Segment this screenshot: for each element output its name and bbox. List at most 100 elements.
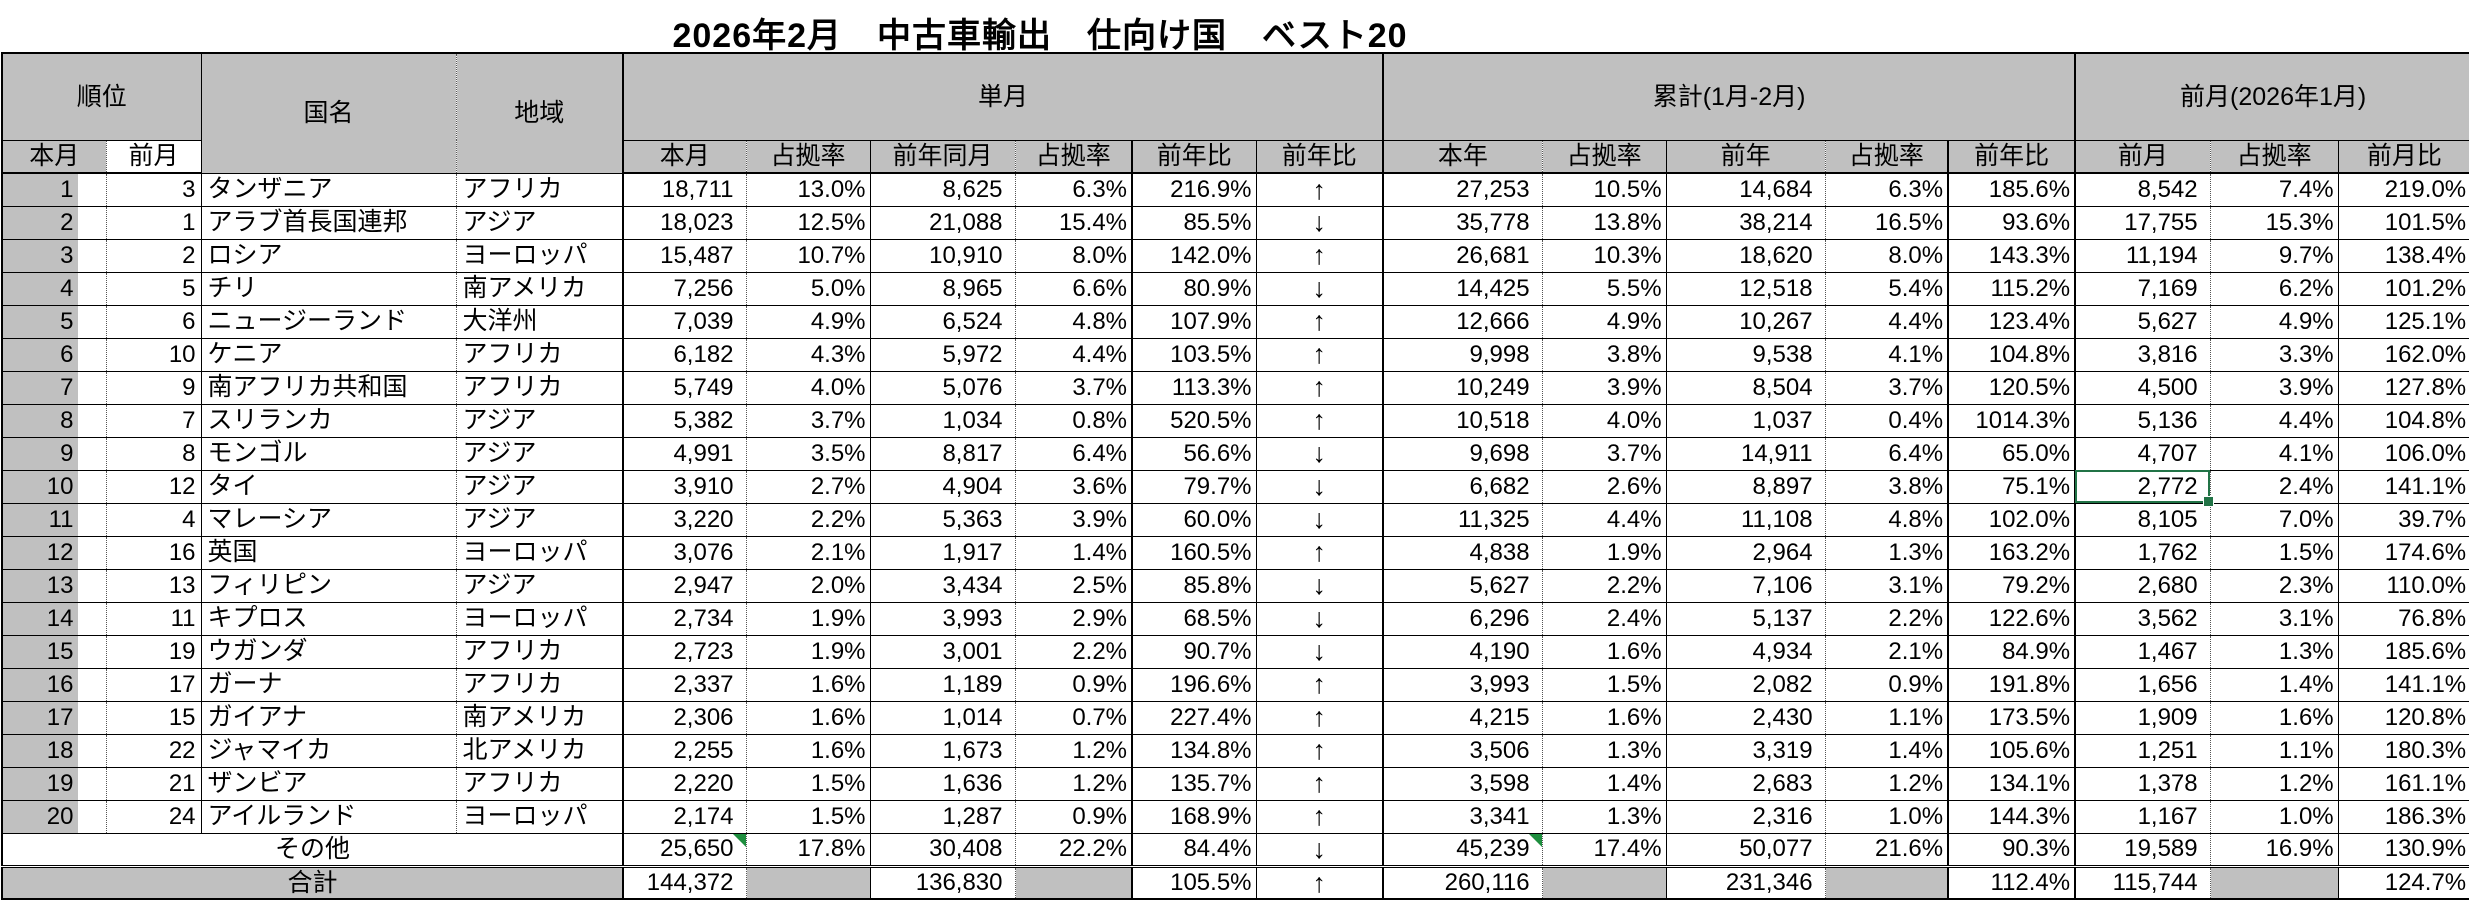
- cell-prev-month-value[interactable]: 11,194: [2075, 239, 2211, 273]
- cell-month-prev-year[interactable]: 5,972: [870, 338, 1016, 372]
- cell-month-prev-share[interactable]: 0.9%: [1015, 668, 1134, 702]
- cell-month-share[interactable]: 12.5%: [746, 206, 871, 240]
- cell-month-prev-share[interactable]: 22.2%: [1015, 833, 1134, 867]
- cell-month-value[interactable]: 18,023: [623, 206, 747, 240]
- cell-rank-this-month[interactable]: 9: [2, 437, 107, 471]
- cell-prev-month-mom[interactable]: 162.0%: [2338, 338, 2469, 372]
- cell-region[interactable]: 南アメリカ: [456, 701, 625, 735]
- cell-month-share[interactable]: 2.1%: [746, 536, 871, 570]
- cell-rank-this-month[interactable]: 15: [2, 635, 107, 669]
- cell-yoy-arrow-icon[interactable]: ↑: [1256, 239, 1385, 273]
- cell-cum-yoy[interactable]: 143.3%: [1948, 239, 2077, 273]
- cell-month-share[interactable]: 3.5%: [746, 437, 871, 471]
- cell-rank-this-month[interactable]: 19: [2, 767, 107, 801]
- cell-prev-month-share[interactable]: 7.0%: [2210, 503, 2339, 537]
- cell-region[interactable]: アジア: [456, 206, 625, 240]
- cell-cum-share[interactable]: 1.3%: [1542, 734, 1667, 768]
- cell-month-share[interactable]: 5.0%: [746, 272, 871, 306]
- cell-cum-this-year[interactable]: 4,838: [1383, 536, 1543, 570]
- cell-yoy-arrow-icon[interactable]: ↓: [1256, 833, 1385, 867]
- cell-rank-this-month[interactable]: 1: [2, 173, 107, 207]
- cell-cum-share[interactable]: 10.5%: [1542, 173, 1667, 207]
- cell-cum-this-year[interactable]: 11,325: [1383, 503, 1543, 537]
- cell-cum-yoy[interactable]: 75.1%: [1948, 470, 2077, 504]
- cell-country-name[interactable]: 英国: [201, 536, 457, 570]
- cell-month-share[interactable]: 3.7%: [746, 404, 871, 438]
- cell-cum-prev-year[interactable]: 8,504: [1666, 371, 1826, 405]
- cell-cum-prev-share[interactable]: 0.9%: [1825, 668, 1950, 702]
- cell-prev-month-value[interactable]: 3,816: [2075, 338, 2211, 372]
- cell-prev-month-mom[interactable]: 101.2%: [2338, 272, 2469, 306]
- cell-country-name[interactable]: マレーシア: [201, 503, 457, 537]
- cell-rank-this-month[interactable]: 14: [2, 602, 107, 636]
- cell-rank-prev-month[interactable]: 15: [106, 701, 202, 735]
- cell-cum-share[interactable]: 4.4%: [1542, 503, 1667, 537]
- cell-month-prev-year[interactable]: 3,001: [870, 635, 1016, 669]
- cell-month-share[interactable]: 1.5%: [746, 767, 871, 801]
- cell-month-prev-share[interactable]: 4.4%: [1015, 338, 1134, 372]
- cell-month-prev-share[interactable]: 15.4%: [1015, 206, 1134, 240]
- cell-cum-prev-year[interactable]: 5,137: [1666, 602, 1826, 636]
- cell-month-yoy[interactable]: 160.5%: [1132, 536, 1257, 570]
- cell-prev-month-mom[interactable]: 110.0%: [2338, 569, 2469, 603]
- cell-month-share[interactable]: [746, 864, 871, 900]
- cell-month-yoy[interactable]: 80.9%: [1132, 272, 1257, 306]
- cell-month-share[interactable]: 13.0%: [746, 173, 871, 207]
- cell-cum-share[interactable]: 1.4%: [1542, 767, 1667, 801]
- cell-prev-month-mom[interactable]: 174.6%: [2338, 536, 2469, 570]
- cell-region[interactable]: アフリカ: [456, 371, 625, 405]
- cell-cum-prev-year[interactable]: 2,316: [1666, 800, 1826, 834]
- cell-country-name[interactable]: タイ: [201, 470, 457, 504]
- cell-country-name[interactable]: ジャマイカ: [201, 734, 457, 768]
- cell-month-share[interactable]: 4.0%: [746, 371, 871, 405]
- cell-prev-month-value[interactable]: 19,589: [2075, 833, 2211, 867]
- cell-cum-prev-share[interactable]: 2.2%: [1825, 602, 1950, 636]
- cell-cum-this-year[interactable]: 4,190: [1383, 635, 1543, 669]
- header-month-share[interactable]: 占拠率: [746, 140, 871, 174]
- cell-cum-prev-year[interactable]: 2,964: [1666, 536, 1826, 570]
- cell-month-yoy[interactable]: 196.6%: [1132, 668, 1257, 702]
- cell-month-prev-share[interactable]: 0.9%: [1015, 800, 1134, 834]
- cell-cum-this-year[interactable]: 27,253: [1383, 173, 1543, 207]
- cell-cum-prev-share[interactable]: 3.8%: [1825, 470, 1950, 504]
- cell-cum-prev-year[interactable]: 2,082: [1666, 668, 1826, 702]
- cell-month-value[interactable]: 2,337: [623, 668, 747, 702]
- cell-cum-this-year[interactable]: 3,993: [1383, 668, 1543, 702]
- cell-yoy-arrow-icon[interactable]: ↑: [1256, 701, 1385, 735]
- cell-cum-share[interactable]: 1.6%: [1542, 635, 1667, 669]
- cell-rank-this-month[interactable]: 3: [2, 239, 107, 273]
- cell-month-share[interactable]: 4.9%: [746, 305, 871, 339]
- cell-prev-month-value[interactable]: 17,755: [2075, 206, 2211, 240]
- cell-country-name[interactable]: ケニア: [201, 338, 457, 372]
- cell-prev-month-mom[interactable]: 130.9%: [2338, 833, 2469, 867]
- cell-cum-prev-share[interactable]: 6.4%: [1825, 437, 1950, 471]
- cell-month-value[interactable]: 25,650: [623, 833, 747, 867]
- cell-month-yoy[interactable]: 79.7%: [1132, 470, 1257, 504]
- header-rank-prev-month[interactable]: 前月: [106, 140, 202, 174]
- cell-month-share[interactable]: 10.7%: [746, 239, 871, 273]
- cell-month-value[interactable]: 5,382: [623, 404, 747, 438]
- cell-country-name[interactable]: アラブ首長国連邦: [201, 206, 457, 240]
- header-group-cumulative[interactable]: 累計(1月-2月): [1383, 53, 2077, 141]
- cell-yoy-arrow-icon[interactable]: ↓: [1256, 569, 1385, 603]
- cell-prev-month-mom[interactable]: 101.5%: [2338, 206, 2469, 240]
- cell-cum-this-year[interactable]: 6,296: [1383, 602, 1543, 636]
- cell-rank-prev-month[interactable]: 7: [106, 404, 202, 438]
- cell-rank-this-month[interactable]: 11: [2, 503, 107, 537]
- cell-month-prev-year[interactable]: 3,993: [870, 602, 1016, 636]
- cell-country-name[interactable]: ガーナ: [201, 668, 457, 702]
- cell-cum-this-year[interactable]: 3,341: [1383, 800, 1543, 834]
- cell-prev-month-value[interactable]: 2,680: [2075, 569, 2211, 603]
- header-cum-share[interactable]: 占拠率: [1542, 140, 1667, 174]
- cell-cum-this-year[interactable]: 6,682: [1383, 470, 1543, 504]
- cell-month-value[interactable]: 2,255: [623, 734, 747, 768]
- cell-yoy-arrow-icon[interactable]: ↑: [1256, 404, 1385, 438]
- cell-month-prev-share[interactable]: 4.8%: [1015, 305, 1134, 339]
- cell-month-prev-year[interactable]: 1,014: [870, 701, 1016, 735]
- cell-prev-month-share[interactable]: 6.2%: [2210, 272, 2339, 306]
- cell-month-prev-share[interactable]: 8.0%: [1015, 239, 1134, 273]
- cell-yoy-arrow-icon[interactable]: ↓: [1256, 503, 1385, 537]
- cell-cum-share[interactable]: 3.9%: [1542, 371, 1667, 405]
- cell-month-share[interactable]: 2.7%: [746, 470, 871, 504]
- cell-month-prev-share[interactable]: 3.9%: [1015, 503, 1134, 537]
